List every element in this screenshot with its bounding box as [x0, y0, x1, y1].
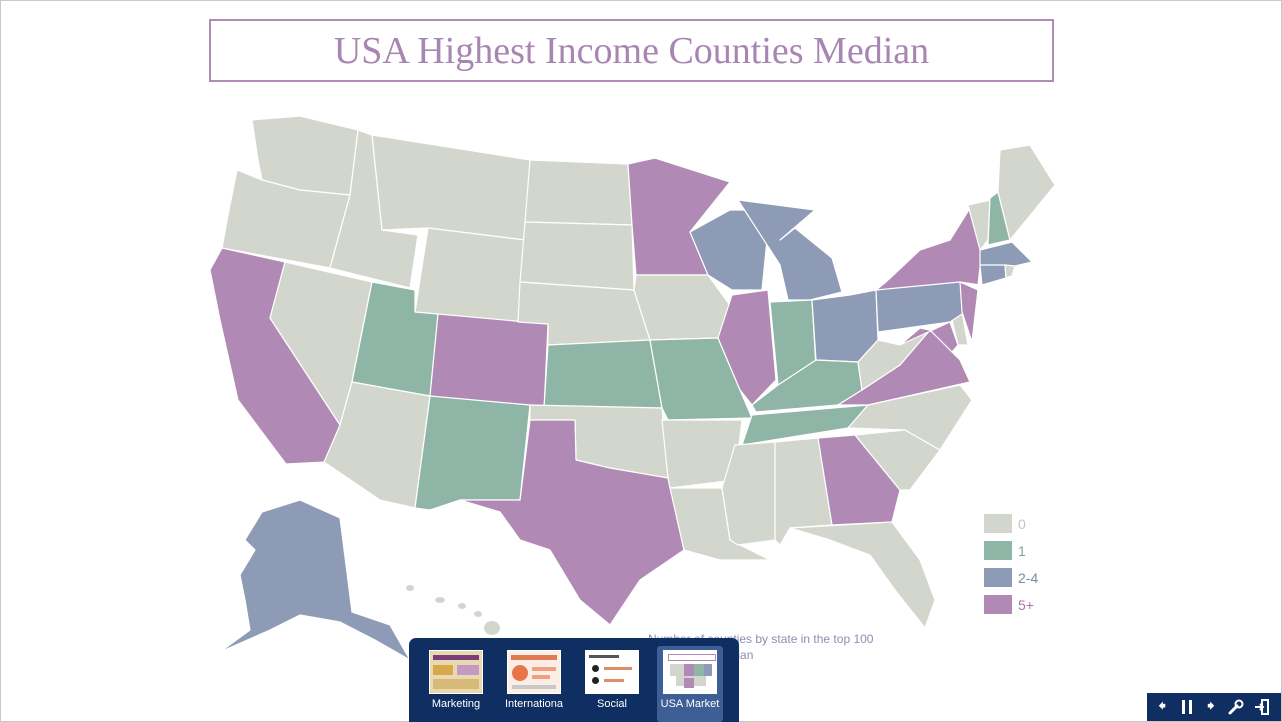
exit-button[interactable]	[1251, 697, 1273, 717]
legend-item-5-plus: 5+	[984, 591, 1038, 618]
state-florida[interactable]	[789, 521, 936, 629]
state-massachusetts[interactable]	[979, 241, 1033, 267]
state-north-dakota[interactable]	[524, 159, 633, 226]
slide-thumb-international[interactable]: Internationa	[501, 650, 567, 710]
state-connecticut[interactable]	[979, 264, 1007, 286]
tools-button[interactable]	[1225, 697, 1247, 717]
state-hawaii[interactable]	[406, 585, 500, 635]
state-south-carolina[interactable]	[854, 429, 941, 491]
state-wisconsin[interactable]	[689, 209, 771, 291]
thumb-image	[429, 650, 483, 694]
state-rhode-island[interactable]	[1004, 264, 1016, 279]
legend-label: 2-4	[1018, 569, 1039, 586]
state-texas[interactable]	[459, 419, 685, 626]
slide-thumb-marketing[interactable]: Marketing	[423, 650, 489, 710]
legend-label: 1	[1018, 542, 1026, 559]
page-title: USA Highest Income Counties Median	[333, 29, 930, 72]
thumb-label: Social	[597, 698, 627, 710]
arrow-right-icon: 🠺	[1206, 698, 1216, 715]
pause-button[interactable]	[1176, 697, 1198, 717]
prev-button[interactable]: 🠸	[1151, 697, 1173, 717]
slide-thumb-usa-market[interactable]: USA Market	[657, 646, 723, 722]
arrow-left-icon: 🠸	[1157, 698, 1167, 715]
state-maine[interactable]	[997, 144, 1056, 241]
state-new-mexico[interactable]	[414, 395, 531, 511]
state-georgia[interactable]	[817, 434, 901, 526]
next-button[interactable]: 🠺	[1200, 697, 1222, 717]
title-box: USA Highest Income Counties Median	[209, 19, 1054, 82]
legend-swatch	[984, 595, 1012, 614]
exit-icon	[1255, 699, 1269, 715]
thumb-image	[507, 650, 561, 694]
state-arkansas[interactable]	[661, 419, 743, 489]
wrench-icon	[1228, 699, 1244, 715]
legend-label: 5+	[1018, 596, 1034, 613]
slide-thumb-social[interactable]: Social	[579, 650, 645, 710]
thumb-label: Marketing	[431, 698, 481, 710]
state-new-jersey[interactable]	[959, 281, 979, 343]
state-montana[interactable]	[371, 134, 531, 241]
legend-swatch	[984, 541, 1012, 560]
state-south-dakota[interactable]	[519, 221, 635, 291]
legend-item-2-4: 2-4	[984, 564, 1038, 591]
legend-swatch	[984, 568, 1012, 587]
legend-item-0: 0	[984, 510, 1038, 537]
state-colorado[interactable]	[429, 313, 549, 411]
legend-swatch	[984, 514, 1012, 533]
thumb-image	[663, 650, 717, 694]
playback-toolbar: 🠸 🠺	[1147, 693, 1281, 721]
slide-carousel: Marketing Internationa Social	[409, 638, 739, 722]
legend-item-1: 1	[984, 537, 1038, 564]
legend-label: 0	[1018, 515, 1026, 532]
thumb-label: USA Market	[660, 698, 720, 710]
state-iowa[interactable]	[633, 274, 733, 341]
state-wyoming[interactable]	[414, 227, 526, 323]
map-legend: 0 1 2-4 5+	[984, 510, 1038, 618]
thumb-image	[585, 650, 639, 694]
state-kansas[interactable]	[543, 339, 663, 409]
thumb-label: Internationa	[504, 698, 564, 710]
state-michigan[interactable]	[737, 199, 843, 301]
state-alaska[interactable]	[219, 499, 411, 661]
pause-icon	[1182, 700, 1192, 714]
